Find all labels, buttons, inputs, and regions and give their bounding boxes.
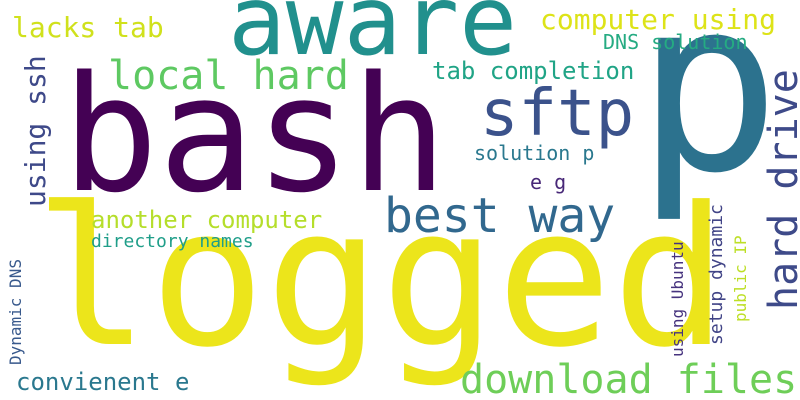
word-convienent-e: convienent e — [16, 368, 190, 396]
word-best-way: best way — [384, 188, 616, 244]
word-e-g: e g — [530, 170, 567, 194]
word-p: p — [636, 0, 781, 226]
word-using-ubuntu: using Ubuntu — [668, 241, 687, 357]
word-setup-dynamic: setup dynamic — [706, 204, 727, 345]
word-dns-solution: DNS solution — [603, 30, 748, 54]
word-aware: aware — [228, 0, 517, 77]
word-using-ssh: using ssh — [19, 55, 52, 207]
word-dynamic-dns: Dynamic DNS — [6, 259, 25, 365]
word-logged: logged — [34, 167, 728, 390]
word-tab-completion: tab completion — [432, 57, 635, 85]
word-public-ip: public IP — [731, 235, 750, 322]
word-bash: bash — [62, 41, 448, 228]
word-computer-using: computer using — [540, 3, 777, 36]
word-directory-names: directory names — [91, 231, 254, 252]
word-local-hard: local hard — [108, 53, 349, 99]
word-lacks-tab: lacks tab — [12, 11, 164, 44]
word-solution-p: solution p — [474, 141, 595, 165]
word-download-files: download files — [460, 357, 798, 400]
word-hard-drive: hard drive — [761, 69, 800, 310]
word-another-computer: another computer — [91, 206, 323, 234]
word-sftp: sftp — [480, 77, 635, 151]
